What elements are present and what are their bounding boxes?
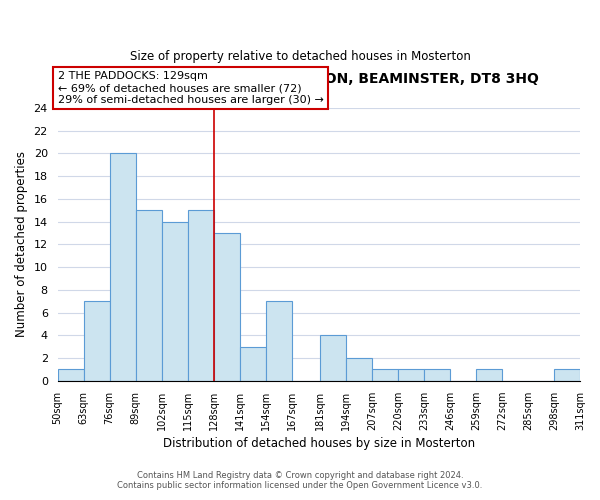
Bar (398, 370, 424, 381)
Text: Size of property relative to detached houses in Mosterton: Size of property relative to detached ho… (130, 50, 470, 63)
Bar (110, 154, 136, 381)
X-axis label: Distribution of detached houses by size in Mosterton: Distribution of detached houses by size … (163, 437, 475, 450)
Bar (424, 370, 450, 381)
Bar (554, 370, 580, 381)
Bar (320, 336, 346, 381)
Title: 2, THE PADDOCKS, MOSTERTON, BEAMINSTER, DT8 3HQ: 2, THE PADDOCKS, MOSTERTON, BEAMINSTER, … (99, 72, 539, 86)
Bar (188, 210, 214, 381)
Text: Contains HM Land Registry data © Crown copyright and database right 2024.
Contai: Contains HM Land Registry data © Crown c… (118, 470, 482, 490)
Bar (346, 358, 372, 381)
Bar (83, 302, 110, 381)
Bar (136, 210, 161, 381)
Y-axis label: Number of detached properties: Number of detached properties (15, 152, 28, 338)
Text: 2 THE PADDOCKS: 129sqm
← 69% of detached houses are smaller (72)
29% of semi-det: 2 THE PADDOCKS: 129sqm ← 69% of detached… (58, 72, 323, 104)
Bar (266, 302, 292, 381)
Bar (214, 233, 239, 381)
Bar (372, 370, 398, 381)
Bar (58, 370, 83, 381)
Bar (161, 222, 188, 381)
Bar (239, 346, 266, 381)
Bar (476, 370, 502, 381)
